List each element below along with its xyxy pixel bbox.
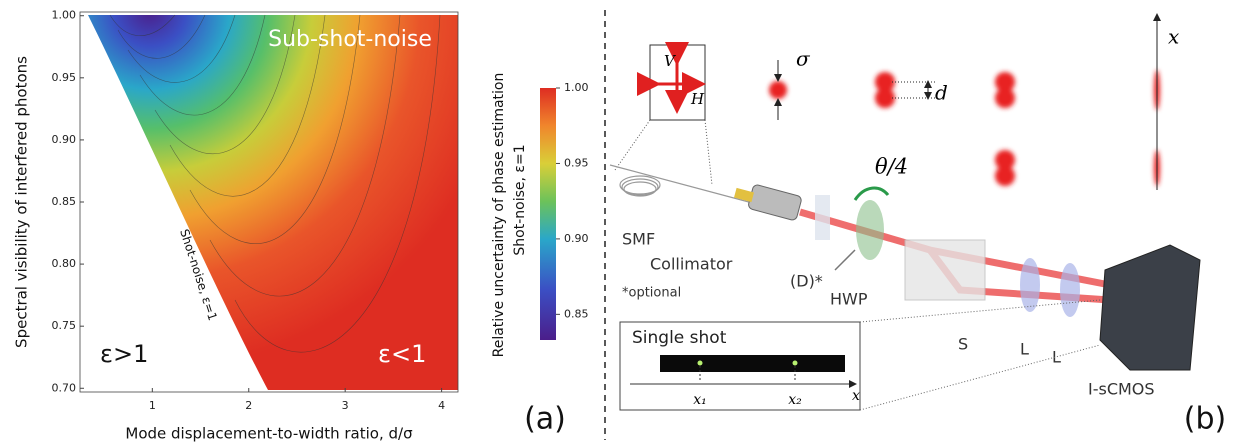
label-d-optional: (D)* [790, 272, 823, 291]
y-tick-label: 0.95 [52, 71, 77, 84]
colorbar-tick-label: 1.00 [564, 81, 589, 94]
setup-diagram: V H [610, 15, 1226, 437]
annotation: ε>1 [100, 340, 148, 368]
x-tick-label: 4 [438, 399, 445, 412]
figure: Sub-shot-noise Shot-noise, ε=1 ε>1 ε<1 M… [0, 0, 1242, 447]
annotation: ε<1 [378, 340, 426, 368]
label-camera: I-sCMOS [1088, 380, 1155, 399]
plot-area: Sub-shot-noise Shot-noise, ε=1 ε>1 ε<1 [80, 12, 458, 392]
panel-label: (a) [524, 402, 566, 437]
x-tick-label: 2 [245, 399, 252, 412]
inset-title: Single shot [632, 328, 727, 348]
inset-axis: x [852, 388, 860, 404]
y-tick-label: 0.85 [52, 195, 77, 208]
y-tick-label: 1.00 [52, 9, 77, 22]
fiber-coil [610, 165, 760, 205]
label-collimator: Collimator [650, 255, 733, 274]
beam-profiles [769, 70, 1160, 186]
y-tick-label: 0.70 [52, 381, 77, 394]
x-axis-label: Mode displacement-to-width ratio, d/σ [125, 425, 413, 443]
colorbar [540, 88, 556, 340]
label-optional: *optional [622, 286, 681, 301]
x-tick-label: 3 [342, 399, 349, 412]
y-tick-label: 0.90 [52, 133, 77, 146]
camera [1100, 245, 1200, 370]
label-l: L [1052, 348, 1061, 367]
label-theta: θ/4 [875, 155, 908, 179]
annotation: Sub-shot-noise [268, 27, 432, 52]
inset-x1: x₁ [693, 392, 707, 408]
label-x: x [1168, 25, 1179, 49]
inset-x2: x₂ [788, 392, 802, 408]
x-tick-label: 1 [149, 399, 156, 412]
y-tick-label: 0.75 [52, 319, 77, 332]
contour-field [88, 15, 458, 390]
hwp [856, 200, 884, 260]
colorbar-tick-label: 0.95 [564, 156, 589, 169]
colorbar-label: Relative uncertainty of phase estimation [491, 73, 507, 358]
collimator [747, 184, 802, 221]
label-smf: SMF [622, 230, 655, 249]
panel-label: (b) [1184, 402, 1226, 437]
label-h: H [690, 90, 705, 108]
label-l: L [1020, 340, 1029, 359]
label-d: d [935, 81, 948, 105]
colorbar-tick-label: 0.85 [564, 307, 589, 320]
colorbar-sublabel: Shot-noise, ε=1 [512, 144, 528, 255]
label-sigma: σ [796, 47, 811, 71]
label-s: S [958, 335, 968, 354]
y-tick-label: 0.80 [52, 257, 77, 270]
colorbar-tick-label: 0.90 [564, 232, 589, 245]
y-axis-label: Spectral visibility of interfered photon… [13, 56, 31, 348]
label-hwp: HWP [830, 290, 868, 309]
beam-splitter [905, 240, 985, 300]
